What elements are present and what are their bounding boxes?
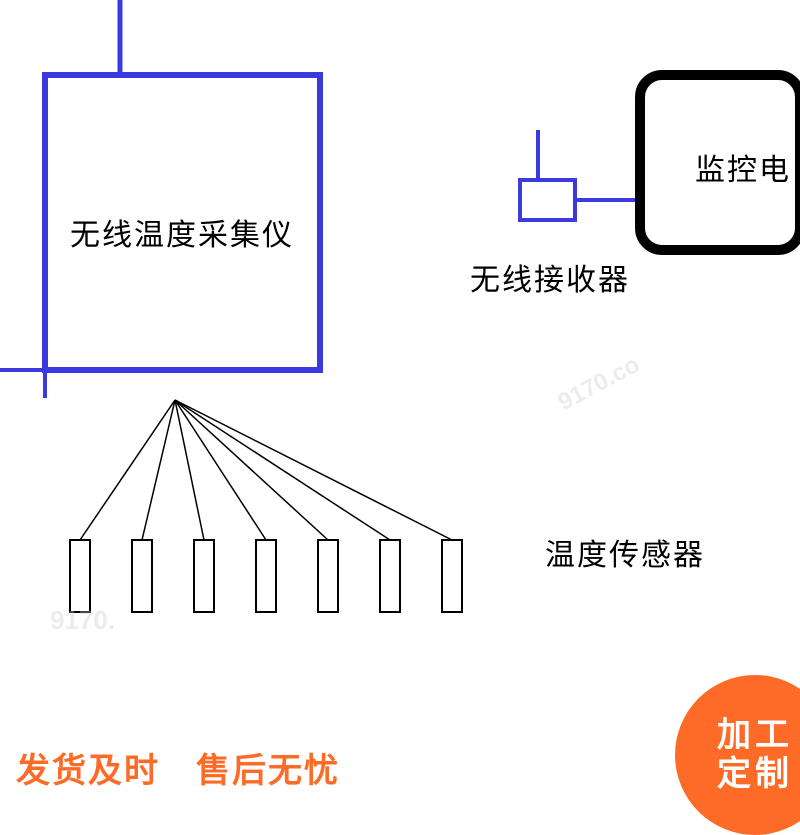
sensor-bar — [442, 540, 462, 612]
sensor-bar — [132, 540, 152, 612]
sensor-line — [175, 400, 390, 540]
badge-line2: 定制 — [717, 755, 793, 794]
sensor-bar — [70, 540, 90, 612]
sensor-line — [80, 400, 175, 540]
sensor-bar — [256, 540, 276, 612]
receiver-box — [520, 180, 575, 220]
sensor-bar — [380, 540, 400, 612]
sensor-label: 温度传感器 — [545, 530, 705, 574]
sensor-line — [175, 400, 452, 540]
sensor-bar — [194, 540, 214, 612]
system-diagram — [0, 0, 800, 800]
footer-slogan: 发货及时 售后无忧 — [0, 743, 340, 792]
badge-line1: 加工 — [717, 716, 793, 755]
collector-label: 无线温度采集仪 — [70, 210, 294, 254]
monitor-label: 监控电 — [695, 145, 791, 189]
sensor-bar — [318, 540, 338, 612]
receiver-label: 无线接收器 — [470, 255, 630, 299]
sensor-line — [142, 400, 175, 540]
